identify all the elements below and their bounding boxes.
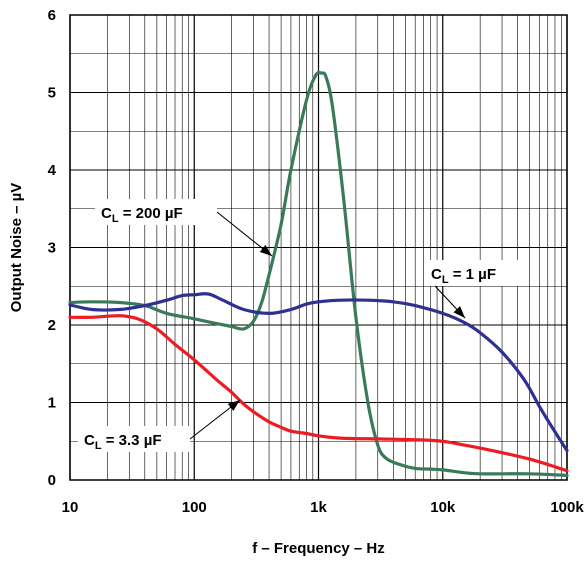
y-tick-label: 3 bbox=[48, 240, 56, 257]
y-tick-label: 4 bbox=[48, 162, 57, 179]
x-tick-label: 100 bbox=[182, 499, 207, 516]
annotation-box bbox=[425, 260, 523, 286]
annotation-arrowhead bbox=[453, 306, 465, 318]
annotation-label: CL = 3.3 µF bbox=[84, 432, 162, 452]
x-tick-labels: 10 100 1k 10k 100k bbox=[62, 499, 585, 516]
series-line-cl-1uf bbox=[68, 292, 569, 453]
y-tick-label: 0 bbox=[48, 472, 56, 489]
x-tick-label: 100k bbox=[550, 499, 584, 516]
x-axis-label: f – Frequency – Hz bbox=[252, 540, 385, 557]
y-tick-label: 2 bbox=[48, 317, 56, 334]
y-tick-labels: 0 1 2 3 4 5 6 bbox=[48, 7, 57, 489]
y-tick-label: 5 bbox=[48, 85, 56, 102]
series-line-cl-200uf bbox=[68, 70, 569, 477]
annotation-arrowhead bbox=[227, 400, 240, 411]
annotation-arrowhead bbox=[259, 244, 272, 256]
annotation-box bbox=[95, 199, 217, 225]
annotation-box bbox=[78, 426, 190, 452]
grid bbox=[69, 14, 568, 481]
series-line-cl-3p3uf bbox=[68, 314, 569, 473]
plot-frame bbox=[69, 14, 568, 481]
annotation-cl-3p3uf: CL = 3.3 µF bbox=[78, 399, 241, 452]
annotation-cl-1uf: CL = 1 µF bbox=[425, 260, 523, 319]
annotation-layer: CL = 200 µF CL = 1 µF CL = 3.3 µF bbox=[78, 199, 523, 452]
y-axis-label: Output Noise – µV bbox=[8, 183, 25, 313]
y-tick-label: 6 bbox=[48, 7, 56, 24]
series-layer bbox=[68, 70, 569, 477]
annotation-label: CL = 1 µF bbox=[431, 266, 496, 286]
x-tick-label: 10k bbox=[430, 499, 456, 516]
x-tick-label: 1k bbox=[310, 499, 327, 516]
annotation-cl-200uf: CL = 200 µF bbox=[95, 199, 273, 257]
y-tick-label: 1 bbox=[48, 395, 56, 412]
annotation-label: CL = 200 µF bbox=[101, 205, 183, 225]
x-tick-label: 10 bbox=[62, 499, 79, 516]
